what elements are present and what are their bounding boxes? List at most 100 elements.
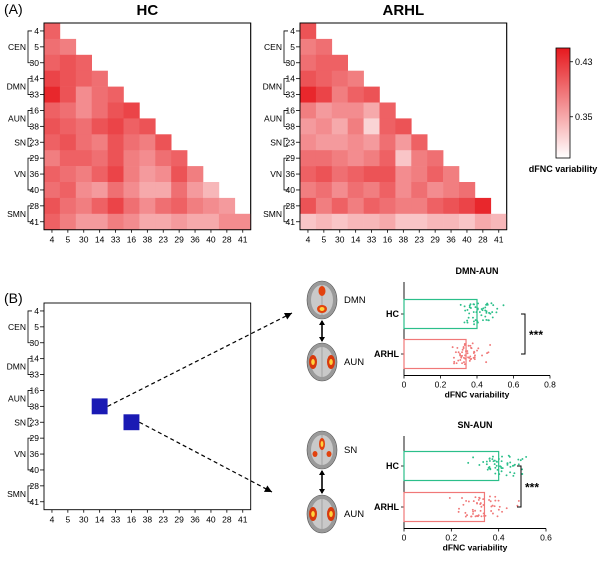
group-label: CEN (8, 322, 26, 332)
heatmap-cell (379, 166, 396, 183)
heatmap-cell (107, 150, 124, 167)
x-tick-label: 0.8 (544, 380, 556, 390)
data-point (474, 319, 477, 322)
data-point (489, 312, 492, 315)
heatmap-cell (139, 118, 156, 135)
x-tick-label: 0.4 (493, 533, 505, 543)
group-bracket (27, 437, 32, 471)
heatmap-cell (171, 182, 188, 199)
data-point (463, 344, 466, 346)
col-tick-label: 40 (206, 235, 216, 245)
data-point (463, 361, 465, 364)
data-point (461, 348, 464, 351)
data-point (507, 454, 510, 457)
heatmap-cell (443, 197, 460, 215)
group-bracket (283, 157, 288, 191)
data-point (482, 504, 485, 506)
data-point (477, 347, 480, 350)
heatmap-cell (171, 166, 188, 183)
data-point (488, 498, 491, 501)
row-tick-label: 40 (286, 185, 296, 195)
data-point (481, 354, 483, 357)
network-pair: SN AUN (306, 430, 364, 534)
col-tick-label: 40 (206, 515, 216, 525)
row-tick-label: 5 (34, 42, 39, 52)
highlight-cell (123, 414, 140, 431)
heatmap-cell (411, 197, 428, 215)
data-point (480, 515, 483, 518)
heatmap-cell (331, 166, 348, 183)
row-tick-label: 4 (34, 306, 39, 316)
heatmap-cell (379, 102, 396, 119)
col-tick-label: 33 (111, 515, 121, 525)
row-tick-label: 40 (30, 185, 40, 195)
activation-blob (326, 451, 332, 457)
group-label: SN (14, 137, 26, 147)
network-label: DMN (344, 295, 366, 306)
data-point (467, 461, 470, 464)
heatmap-cell (411, 150, 428, 167)
heatmap-cell (315, 134, 333, 151)
data-point (482, 461, 485, 463)
heatmap-cell (331, 118, 348, 135)
data-point (472, 303, 475, 306)
data-point (478, 311, 481, 313)
row-tick-label: 29 (30, 433, 40, 443)
data-point (509, 461, 512, 464)
data-point (491, 316, 494, 319)
bar-hc (403, 298, 478, 330)
data-point (466, 319, 469, 322)
heatmap-cell (155, 182, 172, 199)
heatmap-cell (155, 134, 172, 151)
data-point (467, 344, 470, 347)
group-bracket (283, 110, 288, 127)
heatmap-cell (363, 118, 380, 135)
data-point (464, 515, 467, 518)
heatmap-hc: HC453014331638232936402841CENDMNAUNSNVNS… (7, 2, 252, 245)
heatmap-cell (107, 213, 124, 230)
heatmap-cell (91, 134, 108, 151)
activation-core (311, 359, 315, 365)
data-point (484, 315, 487, 318)
data-point (463, 321, 466, 324)
col-tick-label: 36 (190, 235, 200, 245)
heatmap-cell (75, 166, 92, 183)
heatmap-cell (75, 213, 92, 230)
heatmap-arhl: ARHL453014331638232936402841CENDMNAUNSNV… (263, 2, 508, 245)
x-tick-label: 0 (402, 380, 407, 390)
data-point (487, 319, 490, 322)
col-tick-label: 30 (79, 515, 89, 525)
brain-slice-DMN (306, 280, 338, 320)
heatmap-cell (459, 182, 476, 199)
heatmap-cell (59, 118, 77, 135)
heatmap-cell (300, 86, 317, 103)
row-tick-label: 41 (30, 217, 40, 227)
heatmap-cell (59, 134, 77, 151)
row-tick-label: 23 (30, 137, 40, 147)
data-point (517, 499, 520, 502)
heatmap-cell (107, 182, 124, 199)
heatmap-cell (123, 134, 140, 151)
row-tick-label: 16 (30, 385, 40, 395)
heatmap-cell (123, 150, 140, 167)
network-pair: DMN AUN (306, 280, 366, 382)
heatmap-cell (411, 134, 428, 151)
data-point (464, 354, 467, 357)
heatmap-cell (107, 102, 124, 119)
brain-slice-SN (306, 430, 338, 470)
heatmap-cell (155, 166, 172, 183)
data-point (467, 316, 470, 319)
col-tick-label: 16 (127, 515, 137, 525)
data-point (501, 510, 504, 513)
row-tick-label: 29 (286, 153, 296, 163)
group-bracket (27, 110, 32, 127)
data-point (468, 304, 471, 307)
col-tick-label: 28 (478, 235, 488, 245)
heatmap-cell (363, 182, 380, 199)
data-point (457, 359, 460, 362)
heatmap-title: ARHL (383, 2, 425, 19)
data-point (494, 466, 497, 469)
heatmap-cell (91, 86, 108, 103)
col-tick-label: 40 (462, 235, 472, 245)
data-point (453, 362, 456, 365)
